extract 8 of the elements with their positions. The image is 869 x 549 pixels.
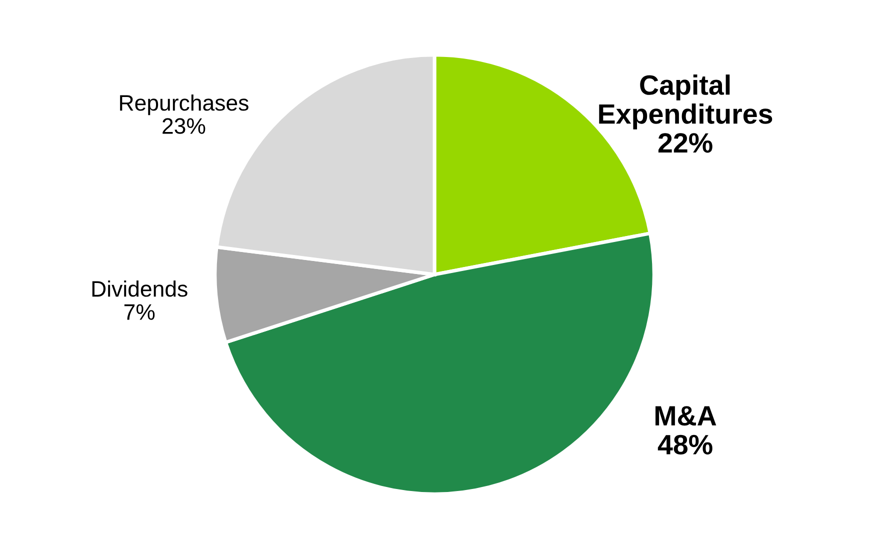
slice-label: Dividends xyxy=(92,280,188,297)
slice-label: M&A xyxy=(656,406,716,426)
data-label: 23% xyxy=(162,118,206,134)
slice-label: Capital Expenditures xyxy=(599,74,772,130)
data-label: 7% xyxy=(124,304,155,320)
data-label: 48% xyxy=(658,434,712,455)
slice-label: Repurchases xyxy=(120,94,248,116)
data-label: 22% xyxy=(658,133,712,153)
